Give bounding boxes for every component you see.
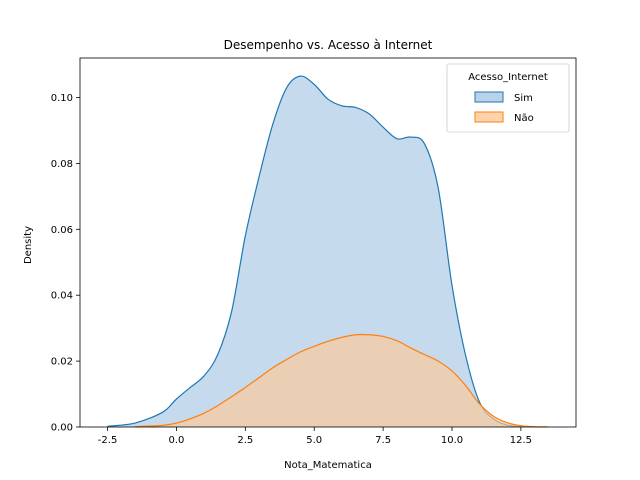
y-tick-label: 0.00 bbox=[51, 423, 73, 434]
series-area-1 bbox=[135, 334, 549, 427]
legend-swatch bbox=[474, 111, 504, 123]
series-layer bbox=[107, 75, 549, 428]
y-tick-label: 0.10 bbox=[51, 93, 73, 104]
legend-label: Não bbox=[514, 113, 534, 124]
y-tick-label: 0.08 bbox=[51, 159, 73, 170]
legend-label: Sim bbox=[514, 93, 533, 104]
legend: Acesso_Internet Sim Não bbox=[446, 63, 570, 133]
x-tick-label: 7.5 bbox=[375, 435, 391, 446]
x-tick-label: -2.5 bbox=[98, 435, 118, 446]
x-axis-label: Nota_Matematica bbox=[284, 460, 372, 471]
plot-frame bbox=[79, 57, 577, 428]
series-line-1 bbox=[135, 333, 549, 428]
y-tick-label: 0.06 bbox=[51, 225, 73, 236]
y-tick-label: 0.04 bbox=[51, 291, 73, 302]
series-line-0 bbox=[107, 75, 521, 428]
x-tick-label: 0.0 bbox=[168, 435, 184, 446]
x-tick-label: 5.0 bbox=[306, 435, 322, 446]
y-tick-label: 0.02 bbox=[51, 357, 73, 368]
x-tick-label: 12.5 bbox=[510, 435, 532, 446]
legend-title: Acesso_Internet bbox=[468, 72, 548, 83]
x-tick-label: 2.5 bbox=[237, 435, 253, 446]
chart-title: Desempenho vs. Acesso à Internet bbox=[224, 38, 433, 52]
axes-layer: -2.5 0.0 2.5 5.0 7.5 10.0 12.5 0.00 0.02 0.04 0.06… bbox=[51, 57, 577, 446]
series-area-0 bbox=[107, 76, 521, 427]
legend-swatch bbox=[474, 91, 504, 103]
x-tick-label: 10.0 bbox=[441, 435, 463, 446]
y-axis-label: Density bbox=[23, 226, 34, 264]
